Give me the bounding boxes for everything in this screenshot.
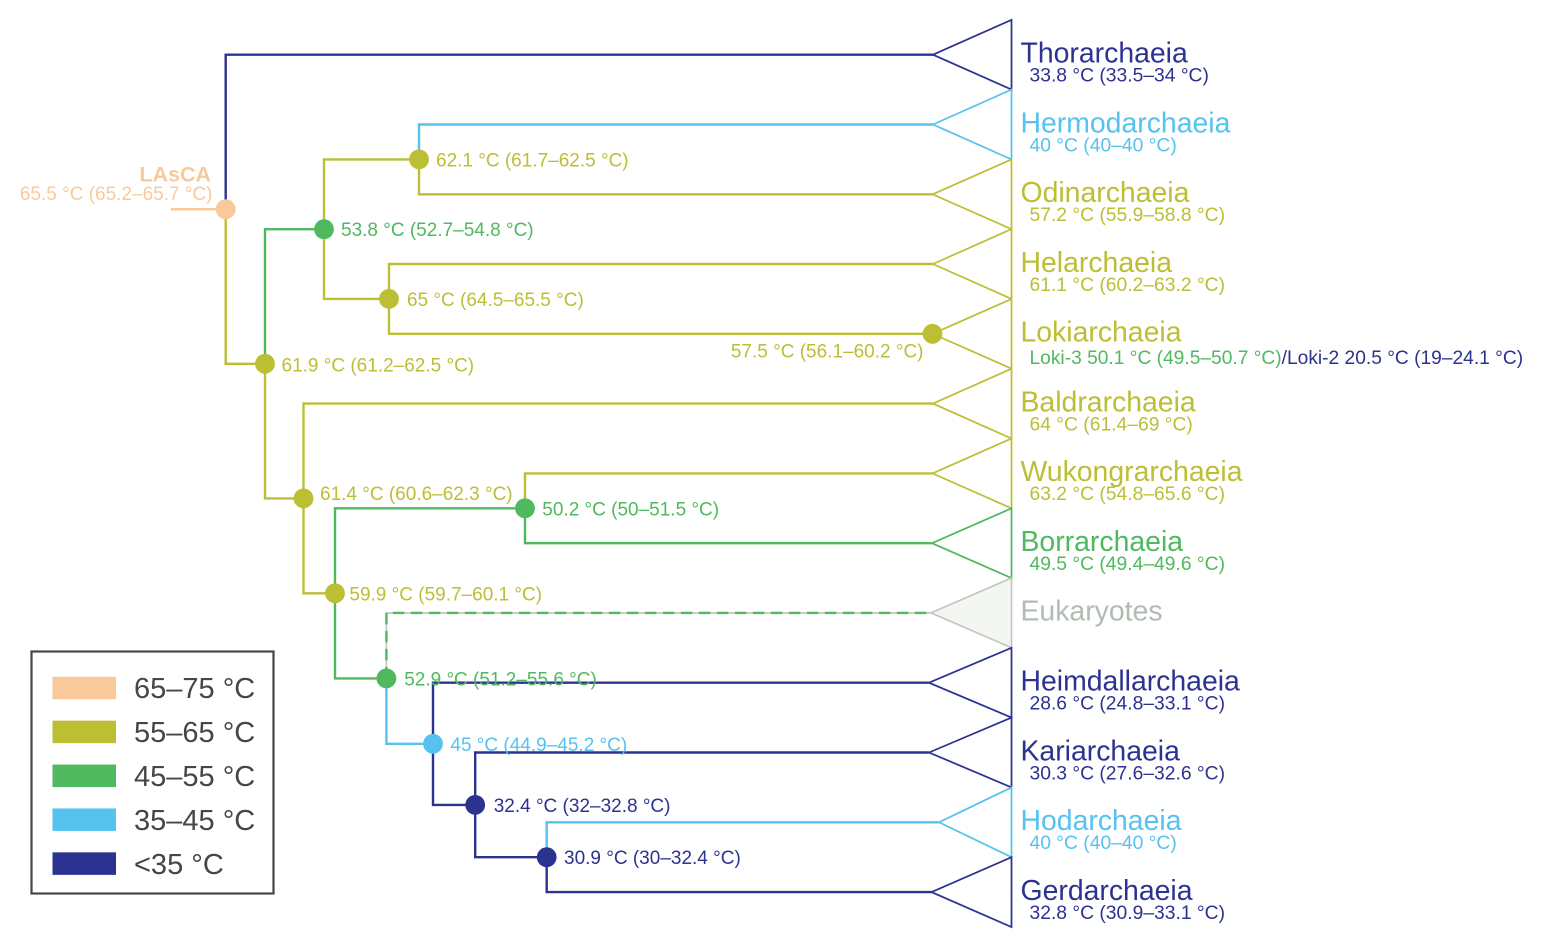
svg-text:35–45 °C: 35–45 °C bbox=[134, 805, 255, 837]
svg-text:Heimdallarchaeia: Heimdallarchaeia bbox=[1021, 666, 1241, 698]
svg-text:65 °C (64.5–65.5 °C): 65 °C (64.5–65.5 °C) bbox=[407, 290, 584, 311]
svg-text:40 °C (40–40 °C): 40 °C (40–40 °C) bbox=[1030, 833, 1177, 854]
svg-text:Lokiarchaeia: Lokiarchaeia bbox=[1021, 317, 1182, 349]
svg-text:Borrarchaeia: Borrarchaeia bbox=[1021, 526, 1184, 558]
svg-text:55–65 °C: 55–65 °C bbox=[134, 717, 255, 749]
svg-text:62.1 °C (61.7–62.5 °C): 62.1 °C (61.7–62.5 °C) bbox=[436, 150, 629, 171]
svg-text:53.8 °C (52.7–54.8 °C): 53.8 °C (52.7–54.8 °C) bbox=[341, 220, 534, 241]
svg-text:49.5 °C (49.4–49.6 °C): 49.5 °C (49.4–49.6 °C) bbox=[1030, 554, 1226, 575]
svg-text:Baldrarchaeia: Baldrarchaeia bbox=[1021, 386, 1196, 418]
svg-text:50.2 °C (50–51.5 °C): 50.2 °C (50–51.5 °C) bbox=[542, 499, 719, 520]
svg-text:Hodarchaeia: Hodarchaeia bbox=[1021, 805, 1182, 837]
svg-text:45–55 °C: 45–55 °C bbox=[134, 761, 255, 793]
svg-text:28.6 °C (24.8–33.1 °C): 28.6 °C (24.8–33.1 °C) bbox=[1030, 694, 1226, 715]
svg-text:Wukongrarchaeia: Wukongrarchaeia bbox=[1021, 456, 1243, 488]
svg-text:Kariarchaeia: Kariarchaeia bbox=[1021, 735, 1181, 767]
svg-text:LAsCA: LAsCA bbox=[139, 163, 211, 187]
svg-text:Helarchaeia: Helarchaeia bbox=[1021, 247, 1173, 279]
svg-text:61.1 °C (60.2–63.2 °C): 61.1 °C (60.2–63.2 °C) bbox=[1030, 275, 1226, 296]
svg-text:40 °C (40–40 °C): 40 °C (40–40 °C) bbox=[1030, 135, 1177, 156]
svg-text:Thorarchaeia: Thorarchaeia bbox=[1021, 38, 1188, 70]
svg-text:59.9 °C (59.7–60.1 °C): 59.9 °C (59.7–60.1 °C) bbox=[349, 584, 542, 605]
svg-text:65–75 °C: 65–75 °C bbox=[134, 673, 255, 705]
svg-text:45 °C (44.9–45.2 °C): 45 °C (44.9–45.2 °C) bbox=[450, 735, 627, 756]
svg-text:Gerdarchaeia: Gerdarchaeia bbox=[1021, 875, 1193, 907]
svg-text:32.8 °C (30.9–33.1 °C): 32.8 °C (30.9–33.1 °C) bbox=[1030, 903, 1226, 924]
svg-text:Loki-3 50.1 °C (49.5–50.7 °C)/: Loki-3 50.1 °C (49.5–50.7 °C)/Loki-2 20.… bbox=[1030, 348, 1524, 369]
svg-text:32.4 °C (32–32.8 °C): 32.4 °C (32–32.8 °C) bbox=[494, 796, 671, 817]
svg-text:65.5 °C (65.2–65.7 °C): 65.5 °C (65.2–65.7 °C) bbox=[20, 184, 213, 205]
svg-text:63.2 °C (54.8–65.6 °C): 63.2 °C (54.8–65.6 °C) bbox=[1030, 484, 1226, 505]
svg-text:57.2 °C (55.9–58.8 °C): 57.2 °C (55.9–58.8 °C) bbox=[1030, 205, 1226, 226]
svg-text:57.5 °C (56.1–60.2 °C): 57.5 °C (56.1–60.2 °C) bbox=[731, 342, 924, 363]
svg-text:Eukaryotes: Eukaryotes bbox=[1021, 596, 1163, 628]
svg-text:61.9 °C (61.2–62.5 °C): 61.9 °C (61.2–62.5 °C) bbox=[282, 356, 475, 377]
svg-text:61.4 °C (60.6–62.3 °C): 61.4 °C (60.6–62.3 °C) bbox=[320, 484, 513, 505]
svg-text:Odinarchaeia: Odinarchaeia bbox=[1021, 177, 1190, 209]
svg-text:30.3 °C (27.6–32.6 °C): 30.3 °C (27.6–32.6 °C) bbox=[1030, 763, 1226, 784]
svg-text:33.8 °C (33.5–34 °C): 33.8 °C (33.5–34 °C) bbox=[1030, 66, 1209, 87]
svg-text:<35 °C: <35 °C bbox=[134, 849, 224, 881]
svg-text:64 °C (61.4–69 °C): 64 °C (61.4–69 °C) bbox=[1030, 414, 1193, 435]
svg-text:30.9 °C (30–32.4 °C): 30.9 °C (30–32.4 °C) bbox=[564, 848, 741, 869]
svg-text:52.9 °C (51.2–55.6 °C): 52.9 °C (51.2–55.6 °C) bbox=[404, 669, 597, 690]
svg-text:Hermodarchaeia: Hermodarchaeia bbox=[1021, 107, 1231, 139]
